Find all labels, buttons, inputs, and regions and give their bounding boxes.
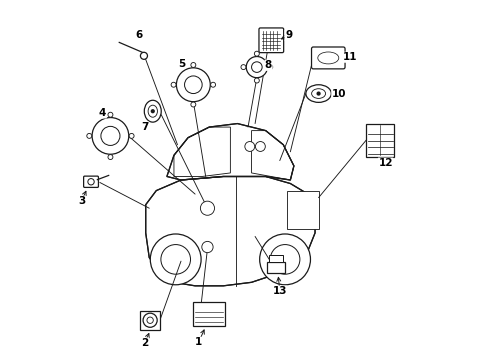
Circle shape xyxy=(176,68,210,102)
Circle shape xyxy=(210,82,215,87)
Circle shape xyxy=(92,118,128,154)
FancyBboxPatch shape xyxy=(83,176,98,188)
Text: 4: 4 xyxy=(99,108,106,118)
Text: 7: 7 xyxy=(141,122,148,132)
Circle shape xyxy=(108,154,113,159)
Circle shape xyxy=(259,234,310,285)
FancyBboxPatch shape xyxy=(286,190,318,229)
Circle shape xyxy=(246,57,267,78)
Circle shape xyxy=(200,201,214,215)
Text: 10: 10 xyxy=(331,89,346,99)
Ellipse shape xyxy=(305,85,330,102)
Circle shape xyxy=(190,102,195,107)
FancyBboxPatch shape xyxy=(193,302,224,327)
Circle shape xyxy=(129,134,134,138)
Text: 2: 2 xyxy=(141,338,148,348)
Circle shape xyxy=(190,63,195,67)
Circle shape xyxy=(254,78,259,83)
Circle shape xyxy=(254,51,259,56)
Circle shape xyxy=(87,134,92,138)
Text: 3: 3 xyxy=(78,196,85,206)
Text: 11: 11 xyxy=(343,52,357,62)
FancyBboxPatch shape xyxy=(366,123,394,157)
Text: 5: 5 xyxy=(178,59,185,68)
Text: 6: 6 xyxy=(135,30,142,40)
Circle shape xyxy=(241,65,245,69)
Text: 9: 9 xyxy=(285,30,291,40)
FancyBboxPatch shape xyxy=(140,311,160,330)
Text: 8: 8 xyxy=(264,60,271,70)
Text: 13: 13 xyxy=(272,286,286,296)
FancyBboxPatch shape xyxy=(269,255,283,262)
FancyBboxPatch shape xyxy=(311,47,345,69)
Text: 12: 12 xyxy=(378,158,392,168)
Circle shape xyxy=(255,141,265,152)
Ellipse shape xyxy=(144,100,161,122)
Circle shape xyxy=(171,82,176,87)
Circle shape xyxy=(150,109,155,113)
Circle shape xyxy=(140,52,147,59)
FancyBboxPatch shape xyxy=(267,262,285,274)
Circle shape xyxy=(202,242,213,253)
Circle shape xyxy=(108,112,113,117)
Polygon shape xyxy=(145,176,314,286)
Text: 1: 1 xyxy=(195,337,202,347)
Circle shape xyxy=(316,91,320,96)
Circle shape xyxy=(267,65,272,69)
Circle shape xyxy=(150,234,201,285)
Circle shape xyxy=(244,141,254,152)
Polygon shape xyxy=(166,123,293,180)
FancyBboxPatch shape xyxy=(259,28,283,53)
